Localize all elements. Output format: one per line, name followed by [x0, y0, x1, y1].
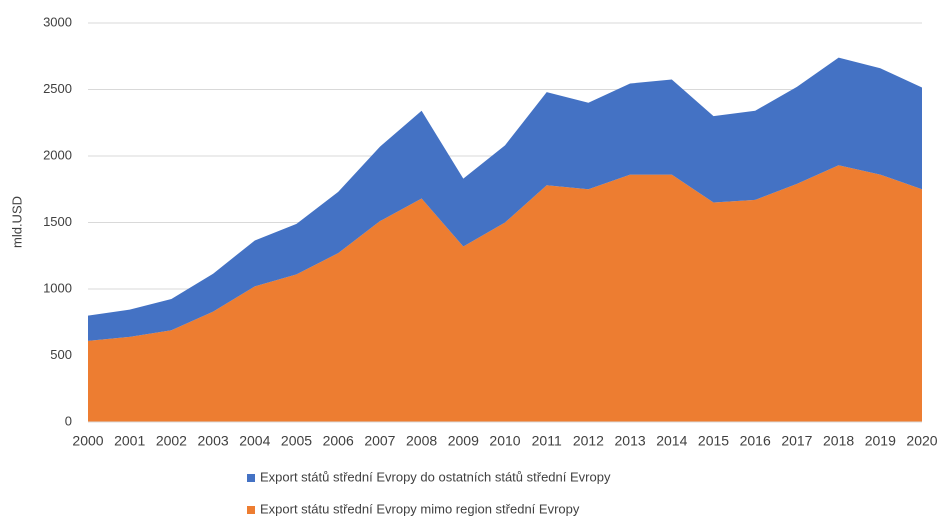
- area: [88, 165, 922, 422]
- legend-swatch: [247, 474, 255, 482]
- x-tick-label: 2003: [198, 433, 229, 449]
- x-tick-label: 2001: [114, 433, 145, 449]
- x-tick-label: 2002: [156, 433, 187, 449]
- x-tick-label: 2009: [448, 433, 479, 449]
- x-tick-label: 2018: [823, 433, 854, 449]
- x-tick-label: 2020: [906, 433, 937, 449]
- y-tick-label: 3000: [43, 14, 72, 29]
- x-tick-label: 2012: [573, 433, 604, 449]
- x-tick-label: 2014: [656, 433, 687, 449]
- x-tick-label: 2011: [532, 433, 562, 449]
- y-tick-label: 1000: [43, 280, 72, 295]
- area: [88, 57, 922, 341]
- x-tick-label: 2016: [740, 433, 771, 449]
- x-tick-label: 2015: [698, 433, 729, 449]
- legend-swatch: [247, 506, 255, 514]
- y-tick-label: 2000: [43, 147, 72, 162]
- y-tick-label: 0: [65, 413, 72, 428]
- y-tick-label: 2500: [43, 81, 72, 96]
- x-tick-label: 2013: [615, 433, 646, 449]
- x-tick-label: 2007: [364, 433, 395, 449]
- y-axis-label: mld.USD: [9, 196, 24, 248]
- x-tick-label: 2008: [406, 433, 437, 449]
- x-tick-label: 2017: [781, 433, 812, 449]
- x-tick-label: 2004: [239, 433, 270, 449]
- x-tick-label: 2019: [865, 433, 896, 449]
- x-tick-label: 2005: [281, 433, 312, 449]
- x-tick-label: 2006: [323, 433, 354, 449]
- x-tick-label: 2010: [489, 433, 520, 449]
- x-tick-label: 2000: [72, 433, 103, 449]
- y-tick-label: 1500: [43, 214, 72, 229]
- legend-label: Export státu střední Evropy mimo region …: [260, 501, 580, 516]
- y-tick-label: 500: [50, 347, 72, 362]
- legend-label: Export států střední Evropy do ostatních…: [260, 469, 611, 484]
